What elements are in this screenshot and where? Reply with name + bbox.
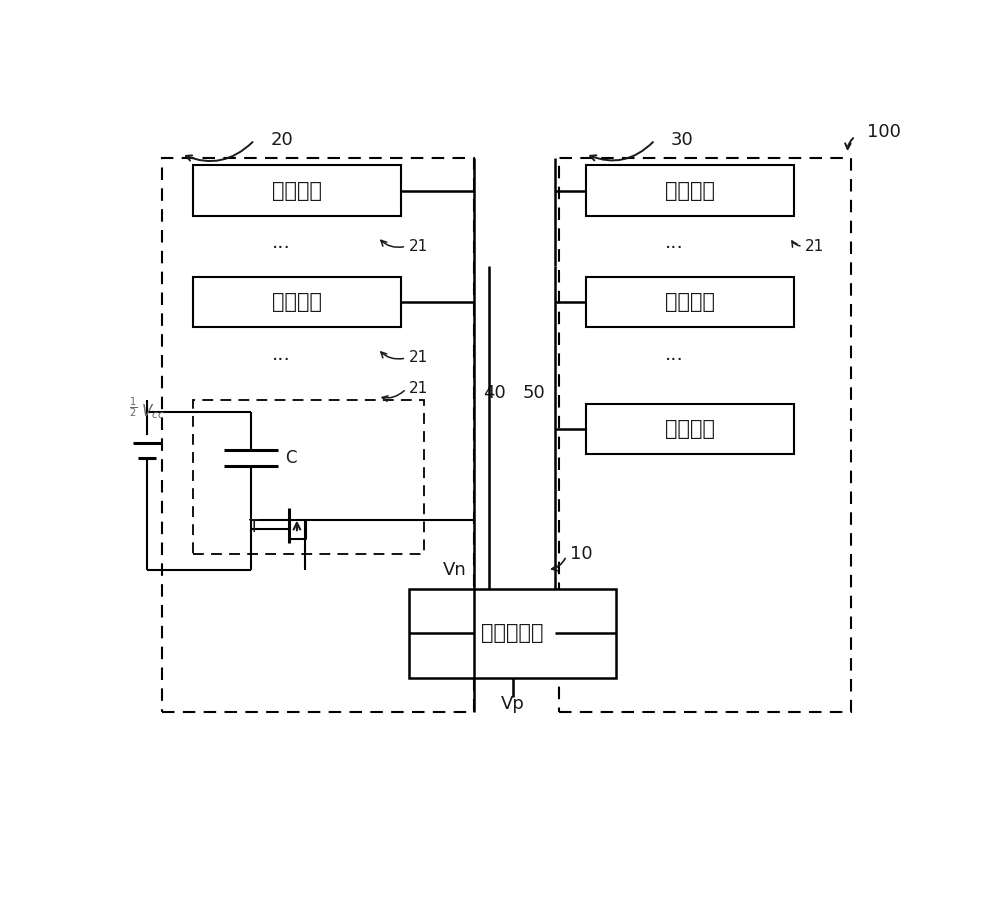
Text: 存储单元: 存储单元: [665, 293, 715, 312]
Text: Vn: Vn: [443, 560, 466, 579]
Text: 21: 21: [409, 381, 428, 396]
Text: ...: ...: [665, 233, 684, 252]
Text: 20: 20: [270, 131, 293, 149]
Text: 40: 40: [483, 383, 506, 402]
Bar: [559, 158, 851, 713]
Text: ...: ...: [272, 233, 291, 252]
Text: 50: 50: [523, 383, 546, 402]
Text: Vp: Vp: [501, 695, 524, 713]
Text: 存储单元: 存储单元: [665, 181, 715, 201]
Bar: [193, 165, 401, 215]
Text: $V_{cc}$: $V_{cc}$: [141, 403, 165, 421]
Text: 存储单元: 存储单元: [272, 181, 322, 201]
Text: ...: ...: [272, 345, 291, 364]
Bar: [586, 277, 794, 327]
Text: 存储单元: 存储单元: [272, 293, 322, 312]
Text: 21: 21: [805, 238, 824, 254]
Bar: [586, 165, 794, 215]
Text: $\frac{1}{2}$: $\frac{1}{2}$: [129, 396, 137, 420]
Text: 30: 30: [671, 131, 693, 149]
Bar: [409, 589, 616, 678]
Bar: [193, 401, 424, 555]
Text: 21: 21: [409, 350, 428, 366]
Text: 21: 21: [409, 238, 428, 254]
Text: 100: 100: [867, 124, 901, 141]
Text: T: T: [249, 518, 260, 536]
Bar: [162, 158, 474, 713]
Text: 10: 10: [570, 546, 593, 563]
Text: 灵敏放大器: 灵敏放大器: [481, 624, 544, 643]
Text: 存储单元: 存储单元: [665, 419, 715, 439]
Bar: [586, 404, 794, 454]
Text: ...: ...: [665, 345, 684, 364]
Text: C: C: [285, 449, 297, 467]
Bar: [193, 277, 401, 327]
